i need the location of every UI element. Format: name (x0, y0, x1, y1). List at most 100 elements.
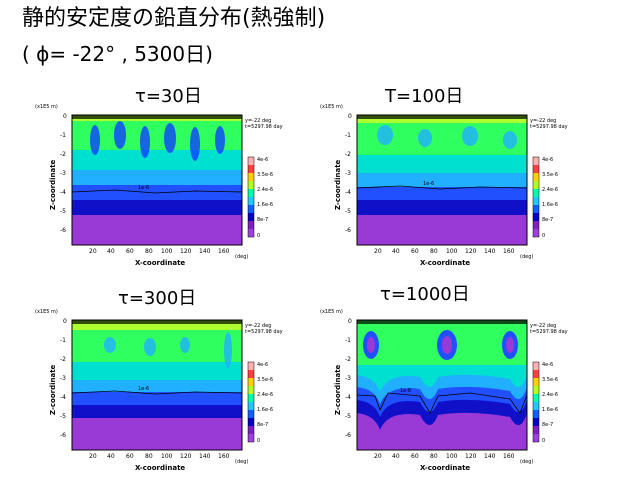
y-ticks: 0 -1 -2 -3 -4 -5 -6 (60, 318, 67, 439)
svg-text:140: 140 (484, 453, 496, 460)
plot-area: 1e-6 (356, 114, 528, 246)
svg-text:0: 0 (348, 113, 352, 120)
svg-text:140: 140 (199, 248, 211, 255)
svg-text:60: 60 (411, 453, 419, 460)
svg-text:40: 40 (392, 453, 400, 460)
svg-text:20: 20 (374, 453, 382, 460)
svg-text:20: 20 (374, 248, 382, 255)
svg-text:-5: -5 (345, 413, 351, 420)
svg-text:-1: -1 (60, 337, 66, 344)
svg-text:3.5e-6: 3.5e-6 (257, 172, 273, 178)
x-unit-label: (deg) (520, 459, 533, 465)
svg-text:40: 40 (107, 453, 115, 460)
svg-text:0: 0 (257, 438, 260, 444)
svg-text:-5: -5 (60, 208, 66, 215)
y-unit-label: (x1E5 m) (35, 104, 58, 110)
svg-text:100: 100 (446, 453, 458, 460)
panel-label-t-100: T=100日 (385, 86, 464, 107)
x-ticks: 20 40 60 80 100 120 140 160 (89, 248, 230, 255)
svg-text:160: 160 (503, 453, 515, 460)
plot-area: 1e-6 (356, 319, 528, 451)
svg-text:160: 160 (218, 248, 230, 255)
svg-text:8e-7: 8e-7 (542, 422, 553, 428)
y-unit-label: (x1E5 m) (320, 309, 343, 315)
x-unit-label: (deg) (235, 254, 248, 260)
svg-text:-6: -6 (60, 432, 66, 439)
info-line-1: y=-22 deg (245, 118, 271, 124)
y-ticks: 0 -1 -2 -3 -4 -5 -6 (345, 318, 352, 439)
info-line-2: t=5297.98 day (530, 124, 568, 130)
y-axis-label: Z-coordinate (49, 364, 57, 415)
svg-text:-4: -4 (345, 189, 351, 196)
colorbar: 4e-6 3.5e-6 2.4e-6 1.6e-6 8e-7 0 (247, 156, 273, 239)
svg-text:-2: -2 (345, 151, 351, 158)
plot-area: 1e-6 (71, 319, 243, 451)
x-axis-label: X-coordinate (135, 464, 185, 472)
info-line-1: y=-22 deg (530, 323, 556, 329)
svg-text:100: 100 (446, 248, 458, 255)
svg-text:-2: -2 (345, 356, 351, 363)
svg-text:4e-6: 4e-6 (542, 362, 553, 368)
svg-text:140: 140 (199, 453, 211, 460)
colorbar: 4e-6 3.5e-6 2.4e-6 1.6e-6 8e-7 0 (532, 156, 558, 239)
svg-text:120: 120 (180, 453, 192, 460)
svg-text:0: 0 (257, 233, 260, 239)
y-unit-label: (x1E5 m) (320, 104, 343, 110)
svg-text:1.6e-6: 1.6e-6 (542, 407, 558, 413)
svg-text:60: 60 (126, 248, 134, 255)
svg-text:4e-6: 4e-6 (257, 362, 268, 368)
contour-plot-tau-300: (x1E5 m) Z-coordinate 1e-6 0 -1 -2 (35, 305, 285, 475)
contour-label-mid: 1e-6 (423, 181, 434, 187)
y-axis-label: Z-coordinate (334, 364, 342, 415)
x-ticks: 20 40 60 80 100 120 140 160 (374, 453, 515, 460)
y-ticks: 0 -1 -2 -3 -4 -5 -6 (60, 113, 67, 234)
contour-label-mid: 1e-6 (400, 388, 411, 394)
info-line-1: y=-22 deg (245, 323, 271, 329)
svg-text:0: 0 (542, 233, 545, 239)
y-ticks: 0 -1 -2 -3 -4 -5 -6 (345, 113, 352, 234)
svg-text:40: 40 (392, 248, 400, 255)
x-axis-label: X-coordinate (135, 259, 185, 267)
svg-text:80: 80 (145, 248, 153, 255)
y-axis-label: Z-coordinate (49, 159, 57, 210)
slide-subtitle: ( ϕ= -22° , 5300日) (22, 42, 213, 66)
svg-text:-6: -6 (345, 432, 351, 439)
x-unit-label: (deg) (520, 254, 533, 260)
svg-text:3.5e-6: 3.5e-6 (542, 172, 558, 178)
contour-label-mid: 1e-6 (138, 185, 149, 191)
contour-plot-svg: (x1E5 m) Z-coordinate 1e-6 (320, 309, 568, 472)
info-line-2: t=5297.98 day (530, 329, 568, 335)
x-ticks: 20 40 60 80 100 120 140 160 (89, 453, 230, 460)
svg-text:80: 80 (430, 453, 438, 460)
info-line-2: t=5297.98 day (245, 124, 283, 130)
colorbar: 4e-6 3.5e-6 2.4e-6 1.6e-6 8e-7 0 (532, 361, 558, 444)
svg-text:4e-6: 4e-6 (257, 157, 268, 163)
svg-text:-1: -1 (345, 132, 351, 139)
svg-text:120: 120 (465, 248, 477, 255)
svg-text:3.5e-6: 3.5e-6 (257, 377, 273, 383)
svg-text:2.4e-6: 2.4e-6 (542, 187, 558, 193)
svg-text:1.6e-6: 1.6e-6 (257, 407, 273, 413)
svg-text:3.5e-6: 3.5e-6 (542, 377, 558, 383)
panel-label-tau-30: τ=30日 (135, 86, 202, 107)
svg-text:-2: -2 (60, 356, 66, 363)
svg-text:8e-7: 8e-7 (542, 217, 553, 223)
svg-text:8e-7: 8e-7 (257, 422, 268, 428)
x-axis-label: X-coordinate (420, 259, 470, 267)
contour-plot-tau-1000: (x1E5 m) Z-coordinate 1e-6 (320, 305, 570, 475)
svg-text:1.6e-6: 1.6e-6 (542, 202, 558, 208)
svg-text:-4: -4 (345, 394, 351, 401)
svg-text:8e-7: 8e-7 (257, 217, 268, 223)
svg-text:20: 20 (89, 248, 97, 255)
svg-text:-6: -6 (60, 227, 66, 234)
svg-text:120: 120 (180, 248, 192, 255)
x-axis-label: X-coordinate (420, 464, 470, 472)
svg-text:2.4e-6: 2.4e-6 (257, 392, 273, 398)
svg-text:-2: -2 (60, 151, 66, 158)
svg-text:-4: -4 (60, 189, 66, 196)
svg-text:-6: -6 (345, 227, 351, 234)
svg-text:80: 80 (145, 453, 153, 460)
svg-text:80: 80 (430, 248, 438, 255)
panel-label-tau-1000: τ=1000日 (380, 284, 470, 305)
svg-text:4e-6: 4e-6 (542, 157, 553, 163)
